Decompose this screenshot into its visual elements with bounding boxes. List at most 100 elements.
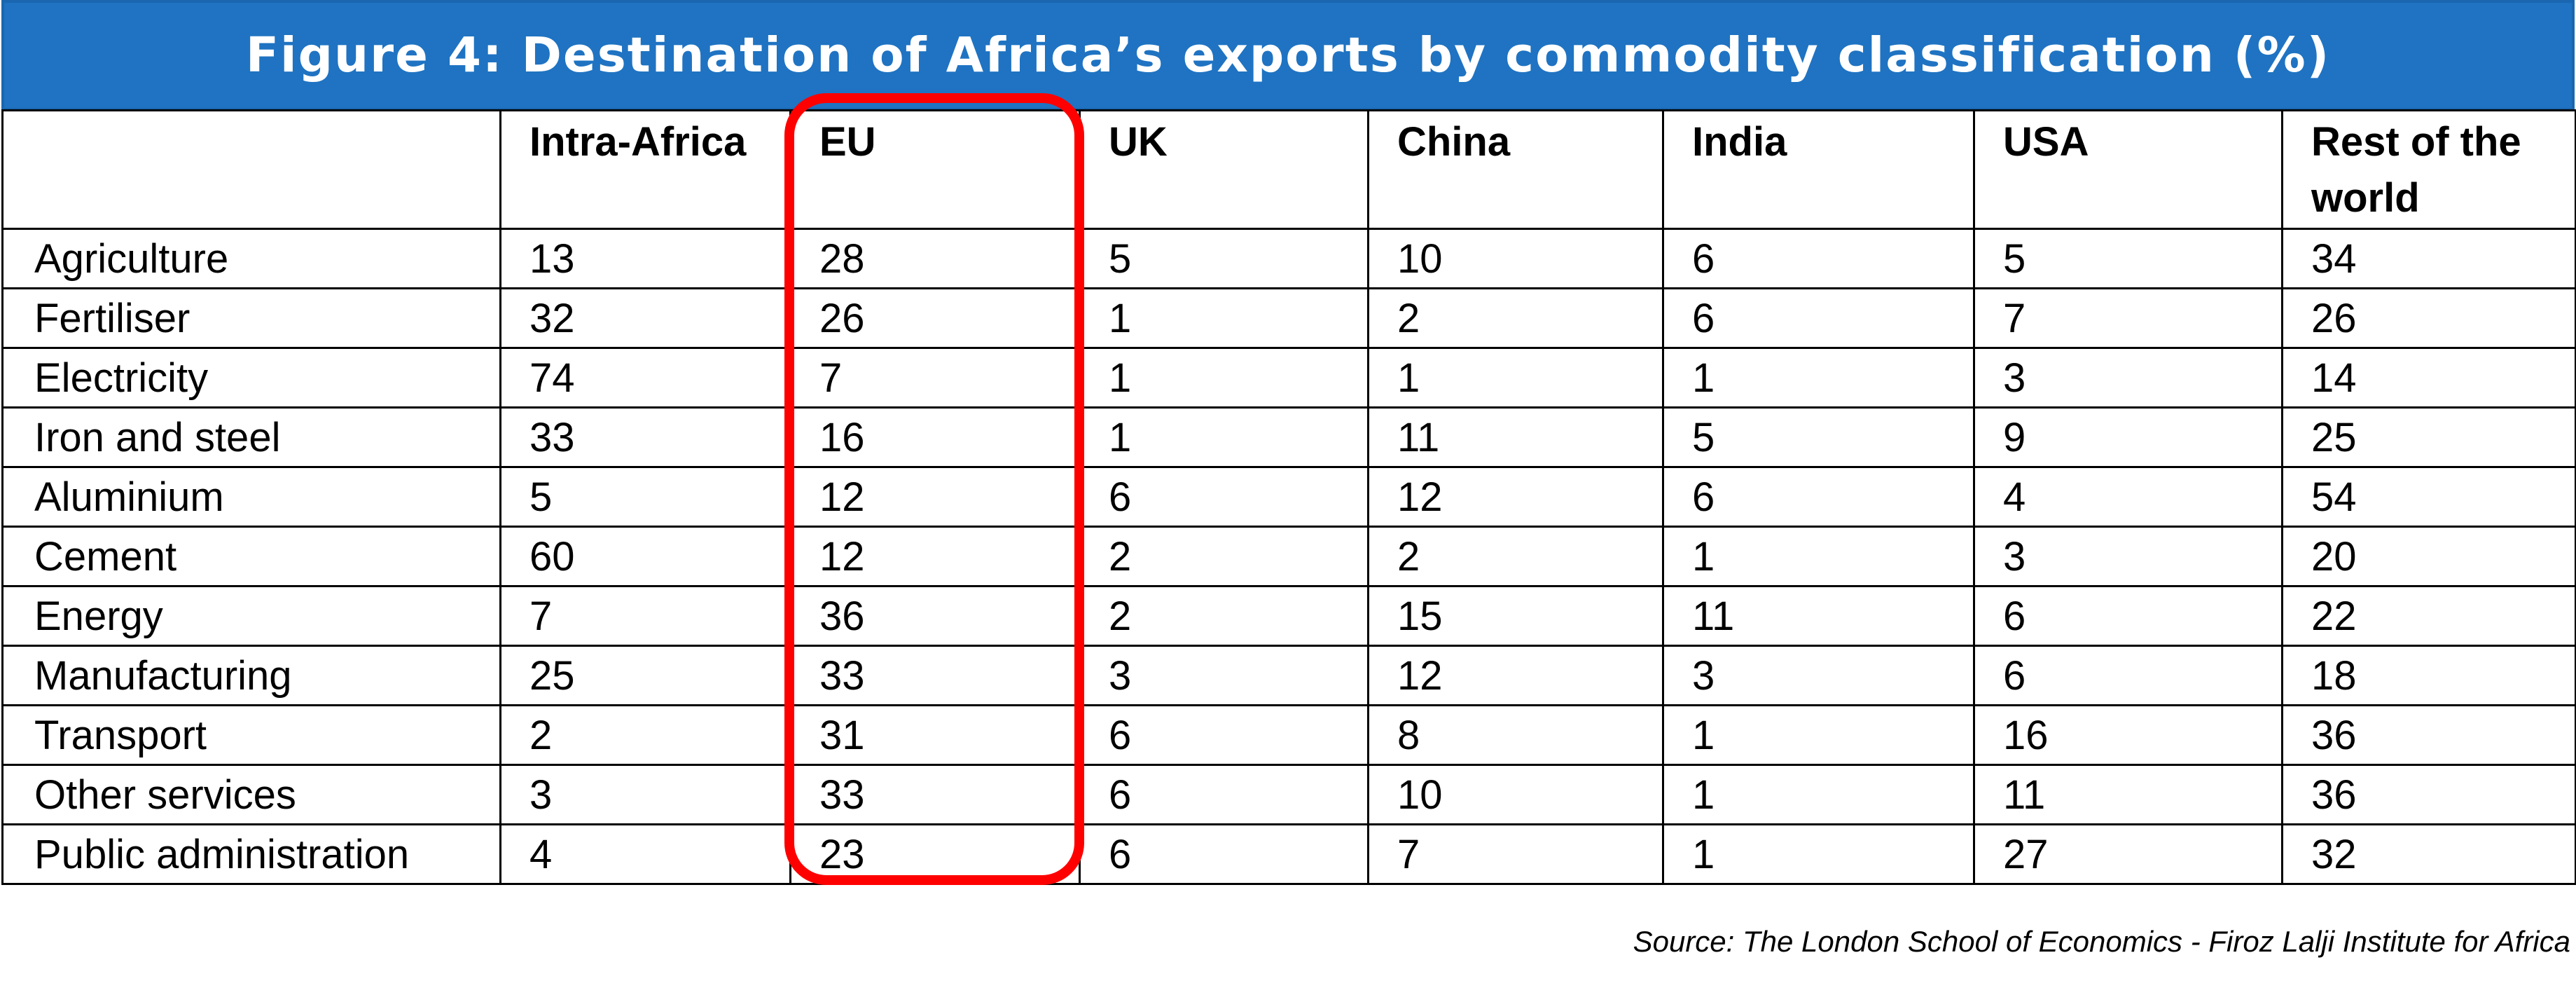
row-label: Cement <box>1 526 501 587</box>
table-row: Other services 3 33 6 10 1 11 36 <box>1 764 2576 825</box>
table-cell: 7 <box>499 585 791 647</box>
table-cell: 26 <box>2281 287 2576 349</box>
table-cell: 32 <box>499 287 791 349</box>
table-cell: 25 <box>499 645 791 706</box>
table-cell: 6 <box>1973 585 2283 647</box>
table-cell: 11 <box>1367 406 1664 468</box>
table-cell: 7 <box>1973 287 2283 349</box>
table-cell: 6 <box>1079 704 1369 766</box>
table-cell: 6 <box>1662 466 1975 528</box>
table-cell: 36 <box>2281 764 2576 825</box>
header-india: India <box>1662 109 1975 230</box>
table-row: Transport 2 31 6 8 1 16 36 <box>1 704 2576 766</box>
table-row: Iron and steel 33 16 1 11 5 9 25 <box>1 406 2576 468</box>
table-cell: 12 <box>1367 466 1664 528</box>
table-cell: 3 <box>1079 645 1369 706</box>
table-cell: 1 <box>1079 347 1369 409</box>
table-cell: 6 <box>1079 466 1369 528</box>
header-row: Intra-Africa EU UK China India USA Rest … <box>1 109 2576 230</box>
table-cell: 27 <box>1973 823 2283 885</box>
table-row: Electricity 74 7 1 1 1 3 14 <box>1 347 2576 409</box>
table-cell: 2 <box>1079 526 1369 587</box>
row-label: Iron and steel <box>1 406 501 468</box>
table-row: Aluminium 5 12 6 12 6 4 54 <box>1 466 2576 528</box>
row-label: Electricity <box>1 347 501 409</box>
table-cell: 1 <box>1662 704 1975 766</box>
table-cell: 54 <box>2281 466 2576 528</box>
row-label: Public administration <box>1 823 501 885</box>
table-cell: 3 <box>1662 645 1975 706</box>
table-cell: 5 <box>1662 406 1975 468</box>
table-cell: 3 <box>1973 526 2283 587</box>
table-cell: 14 <box>2281 347 2576 409</box>
header-rest-of-world: Rest of the world <box>2281 109 2576 230</box>
header-empty <box>1 109 501 230</box>
table-cell: 1 <box>1662 764 1975 825</box>
table-cell: 5 <box>1973 228 2283 289</box>
table-cell: 4 <box>1973 466 2283 528</box>
table-cell: 25 <box>2281 406 2576 468</box>
table-cell: 15 <box>1367 585 1664 647</box>
table-cell: 6 <box>1662 287 1975 349</box>
table-cell: 6 <box>1079 764 1369 825</box>
table-cell: 6 <box>1662 228 1975 289</box>
table-cell: 12 <box>789 526 1081 587</box>
table-cell: 33 <box>499 406 791 468</box>
table-row: Fertiliser 32 26 1 2 6 7 26 <box>1 287 2576 349</box>
table-cell: 8 <box>1367 704 1664 766</box>
table-body: Agriculture 13 28 5 10 6 5 34 Fertiliser 32 26 1 2 6 7… <box>1 228 2576 885</box>
header-eu: EU <box>789 109 1081 230</box>
table-cell: 11 <box>1662 585 1975 647</box>
table-cell: 36 <box>2281 704 2576 766</box>
row-label: Agriculture <box>1 228 501 289</box>
figure-title: Figure 4: Destination of Africa’s export… <box>1 0 2575 111</box>
table-cell: 1 <box>1662 823 1975 885</box>
table-cell: 18 <box>2281 645 2576 706</box>
table-cell: 3 <box>499 764 791 825</box>
header-intra-africa: Intra-Africa <box>499 109 791 230</box>
table-cell: 4 <box>499 823 791 885</box>
table-cell: 5 <box>499 466 791 528</box>
table-cell: 9 <box>1973 406 2283 468</box>
table-cell: 26 <box>789 287 1081 349</box>
table-cell: 1 <box>1367 347 1664 409</box>
table-cell: 10 <box>1367 228 1664 289</box>
table-cell: 22 <box>2281 585 2576 647</box>
row-label: Manufacturing <box>1 645 501 706</box>
table-cell: 31 <box>789 704 1081 766</box>
table-cell: 33 <box>789 764 1081 825</box>
table-cell: 36 <box>789 585 1081 647</box>
table-cell: 6 <box>1079 823 1369 885</box>
table-cell: 11 <box>1973 764 2283 825</box>
table-cell: 20 <box>2281 526 2576 587</box>
table-cell: 60 <box>499 526 791 587</box>
table-cell: 16 <box>1973 704 2283 766</box>
header-usa: USA <box>1973 109 2283 230</box>
source-note: Source: The London School of Economics -… <box>1633 925 2570 958</box>
table-cell: 6 <box>1973 645 2283 706</box>
table-cell: 23 <box>789 823 1081 885</box>
table-cell: 13 <box>499 228 791 289</box>
table-cell: 32 <box>2281 823 2576 885</box>
table-cell: 1 <box>1662 347 1975 409</box>
table-cell: 10 <box>1367 764 1664 825</box>
header-uk: UK <box>1079 109 1369 230</box>
table-row: Cement 60 12 2 2 1 3 20 <box>1 526 2576 587</box>
table-cell: 12 <box>789 466 1081 528</box>
table-row: Agriculture 13 28 5 10 6 5 34 <box>1 228 2576 289</box>
table-cell: 2 <box>1367 287 1664 349</box>
table-cell: 33 <box>789 645 1081 706</box>
table-cell: 1 <box>1079 406 1369 468</box>
table-cell: 5 <box>1079 228 1369 289</box>
table-cell: 2 <box>499 704 791 766</box>
table-cell: 2 <box>1367 526 1664 587</box>
table-cell: 16 <box>789 406 1081 468</box>
table-cell: 34 <box>2281 228 2576 289</box>
row-label: Energy <box>1 585 501 647</box>
table-cell: 2 <box>1079 585 1369 647</box>
header-china: China <box>1367 109 1664 230</box>
row-label: Fertiliser <box>1 287 501 349</box>
table-cell: 28 <box>789 228 1081 289</box>
exports-table: Intra-Africa EU UK China India USA Rest … <box>1 109 2576 885</box>
